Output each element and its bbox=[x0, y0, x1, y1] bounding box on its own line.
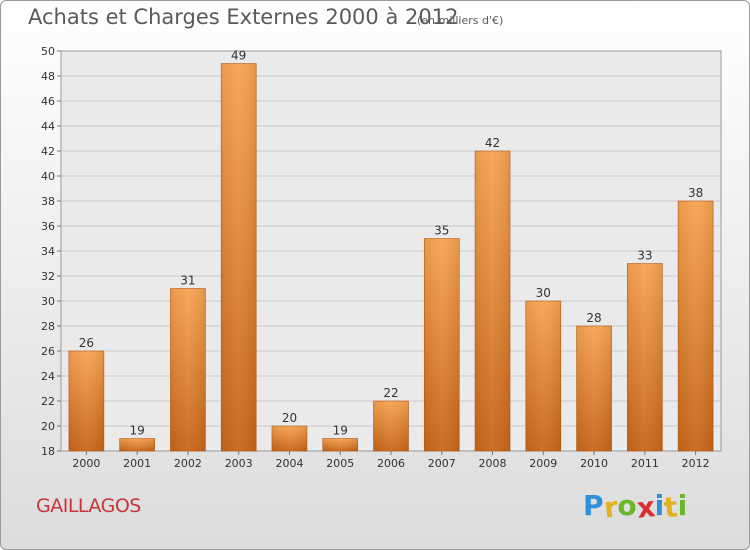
bar-shade-2007 bbox=[424, 238, 460, 451]
data-label-2011: 33 bbox=[637, 249, 652, 263]
x-tick-label-2002: 2002 bbox=[174, 457, 202, 470]
y-tick-label: 50 bbox=[41, 45, 55, 58]
data-label-2005: 19 bbox=[333, 424, 348, 438]
chart-subtitle: (en milliers d'€) bbox=[417, 14, 504, 27]
bar-shade-2001 bbox=[119, 438, 155, 451]
y-axis: 18 20 22 24 26 28 30 32 34 36 38 40 42 44 46 48 50 bbox=[41, 45, 61, 458]
brand-letter: x bbox=[634, 490, 657, 525]
y-tick-label: 22 bbox=[41, 395, 55, 408]
brand-letter: r bbox=[601, 490, 620, 525]
data-label-2012: 38 bbox=[688, 186, 703, 200]
bar-shade-2002 bbox=[170, 288, 206, 451]
data-label-2007: 35 bbox=[434, 224, 449, 238]
bar-shade-2008 bbox=[475, 151, 511, 451]
brand-letter: o bbox=[617, 489, 637, 522]
x-tick-label-2004: 2004 bbox=[275, 457, 303, 470]
bar-shade-2006 bbox=[373, 401, 409, 451]
y-tick-label: 36 bbox=[41, 220, 55, 233]
x-tick-label-2006: 2006 bbox=[377, 457, 405, 470]
bar-shade-2009 bbox=[525, 301, 561, 451]
y-tick-label: 26 bbox=[41, 345, 55, 358]
y-tick-label: 28 bbox=[41, 320, 55, 333]
data-label-2010: 28 bbox=[586, 311, 601, 325]
x-axis: 2000 2001 2002 2003 2004 2005 2006 2007 2008 2009… bbox=[72, 451, 710, 470]
bars: 26 19 31 49 20 19 22 35 42 30 28 33 38 bbox=[68, 49, 714, 452]
data-label-2008: 42 bbox=[485, 136, 500, 150]
y-tick-label: 48 bbox=[41, 70, 55, 83]
y-tick-label: 20 bbox=[41, 420, 55, 433]
brand-letter: P bbox=[583, 489, 604, 522]
data-label-2006: 22 bbox=[383, 386, 398, 400]
x-tick-label-2012: 2012 bbox=[682, 457, 710, 470]
bar-shade-2012 bbox=[678, 201, 714, 451]
x-tick-label-2001: 2001 bbox=[123, 457, 151, 470]
brand-letter: i bbox=[654, 489, 665, 522]
brand-letter: i bbox=[677, 489, 688, 522]
bar-shade-2010 bbox=[576, 326, 612, 451]
y-tick-label: 30 bbox=[41, 295, 55, 308]
x-tick-label-2009: 2009 bbox=[529, 457, 557, 470]
bar-shade-2004 bbox=[271, 426, 307, 451]
bar-shade-2000 bbox=[68, 351, 104, 451]
data-label-2001: 19 bbox=[130, 424, 145, 438]
y-tick-label: 24 bbox=[41, 370, 55, 383]
x-tick-label-2003: 2003 bbox=[225, 457, 253, 470]
bar-shade-2011 bbox=[627, 263, 663, 451]
y-tick-label: 46 bbox=[41, 95, 55, 108]
x-tick-label-2011: 2011 bbox=[631, 457, 659, 470]
data-label-2009: 30 bbox=[536, 286, 551, 300]
x-tick-label-2005: 2005 bbox=[326, 457, 354, 470]
x-tick-label-2000: 2000 bbox=[72, 457, 100, 470]
y-tick-label: 38 bbox=[41, 195, 55, 208]
y-tick-label: 32 bbox=[41, 270, 55, 283]
x-tick-label-2010: 2010 bbox=[580, 457, 608, 470]
data-label-2000: 26 bbox=[79, 336, 94, 350]
y-tick-label: 34 bbox=[41, 245, 55, 258]
y-tick-label: 40 bbox=[41, 170, 55, 183]
bar-shade-2005 bbox=[322, 438, 358, 451]
x-tick-label-2008: 2008 bbox=[479, 457, 507, 470]
x-tick-label-2007: 2007 bbox=[428, 457, 456, 470]
y-tick-label: 44 bbox=[41, 120, 55, 133]
data-label-2002: 31 bbox=[180, 274, 195, 288]
y-tick-label: 18 bbox=[41, 445, 55, 458]
y-tick-label: 42 bbox=[41, 145, 55, 158]
bar-shade-2003 bbox=[221, 63, 257, 451]
data-label-2004: 20 bbox=[282, 411, 297, 425]
chart-title: Achats et Charges Externes 2000 à 2012 bbox=[28, 5, 459, 29]
data-label-2003: 49 bbox=[231, 49, 246, 63]
brand-logo: Proxiti bbox=[583, 489, 688, 525]
commune-name: GAILLAGOS bbox=[36, 495, 141, 517]
